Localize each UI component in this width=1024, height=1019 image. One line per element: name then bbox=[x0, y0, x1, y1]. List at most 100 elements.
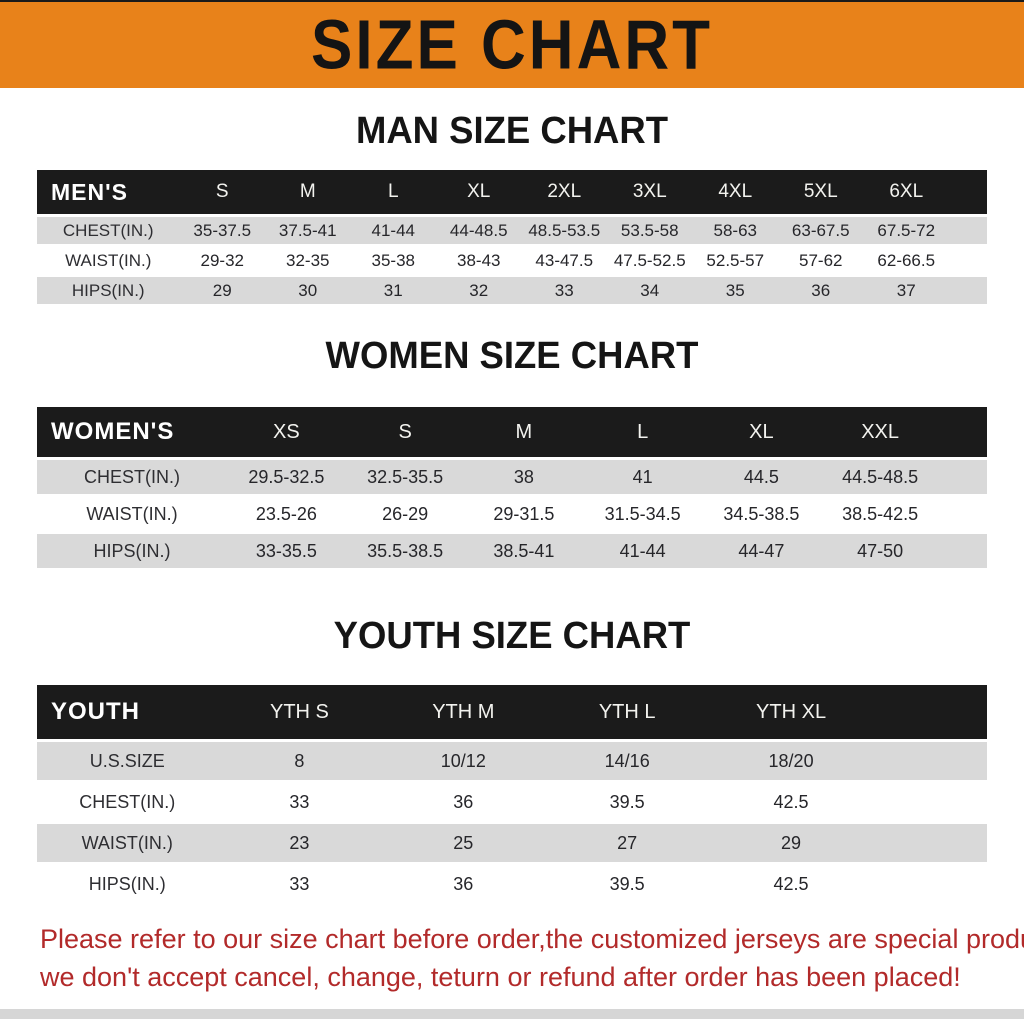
measurement-value: 41-44 bbox=[350, 217, 436, 244]
measurement-value: 57-62 bbox=[778, 247, 864, 274]
man-section-heading: MAN SIZE CHART bbox=[355, 110, 669, 152]
measurement-value: 29-31.5 bbox=[464, 497, 584, 531]
measurement-value: 23 bbox=[217, 824, 382, 862]
size-column-header: 3XL bbox=[607, 170, 693, 214]
row-spacer bbox=[873, 865, 987, 903]
measurement-value: 38-43 bbox=[436, 247, 522, 274]
measurement-value: 52.5-57 bbox=[692, 247, 778, 274]
measurement-value: 8 bbox=[217, 742, 382, 780]
size-column-header: YTH S bbox=[217, 685, 382, 739]
measurement-value: 35-37.5 bbox=[179, 217, 265, 244]
row-spacer bbox=[939, 497, 987, 531]
size-column-header: 2XL bbox=[521, 170, 607, 214]
measurement-row: U.S.SIZE 8 10/12 14/16 18/20 bbox=[37, 742, 987, 780]
row-label: HIPS(IN.) bbox=[37, 865, 218, 903]
row-spacer bbox=[939, 460, 987, 494]
measurement-value: 33-35.5 bbox=[227, 534, 346, 568]
measurement-value: 31.5-34.5 bbox=[583, 497, 702, 531]
size-table-header-row: MEN'S S M L XL 2XL 3XL 4XL 5XL 6XL bbox=[37, 170, 987, 214]
measurement-value: 37 bbox=[863, 277, 949, 304]
measurement-value: 53.5-58 bbox=[607, 217, 693, 244]
row-label: CHEST(IN.) bbox=[37, 783, 218, 821]
row-spacer bbox=[939, 534, 987, 568]
size-column-header: 6XL bbox=[863, 170, 949, 214]
size-column-header: XS bbox=[227, 407, 346, 457]
measurement-row: CHEST(IN.) 33 36 39.5 42.5 bbox=[37, 783, 987, 821]
size-column-header: YTH L bbox=[545, 685, 710, 739]
row-spacer bbox=[873, 783, 987, 821]
measurement-value: 35-38 bbox=[350, 247, 436, 274]
measurement-value: 39.5 bbox=[545, 865, 710, 903]
measurement-value: 36 bbox=[778, 277, 864, 304]
measurement-row: HIPS(IN.) 29 30 31 32 33 34 35 36 37 bbox=[37, 277, 987, 304]
measurement-row: HIPS(IN.) 33 36 39.5 42.5 bbox=[37, 865, 987, 903]
measurement-value: 35 bbox=[692, 277, 778, 304]
measurement-value: 36 bbox=[381, 783, 546, 821]
size-column-header: M bbox=[464, 407, 584, 457]
page-title: SIZE CHART bbox=[311, 6, 713, 84]
measurement-value: 25 bbox=[381, 824, 546, 862]
size-table-header-row: YOUTH YTH S YTH M YTH L YTH XL bbox=[37, 685, 987, 739]
measurement-row: CHEST(IN.) 29.5-32.5 32.5-35.5 38 41 44.5 44.5… bbox=[37, 460, 987, 494]
measurement-value: 29-32 bbox=[179, 247, 265, 274]
table-header-label: WOMEN'S bbox=[37, 407, 227, 457]
measurement-value: 62-66.5 bbox=[863, 247, 949, 274]
measurement-value: 23.5-26 bbox=[227, 497, 346, 531]
size-column-header: YTH M bbox=[381, 685, 546, 739]
size-column-header: S bbox=[179, 170, 265, 214]
disclaimer-line-2: we don't accept cancel, change, teturn o… bbox=[40, 962, 961, 993]
measurement-row: WAIST(IN.) 23.5-26 26-29 29-31.5 31.5-34.5 34… bbox=[37, 497, 987, 531]
measurement-value: 32-35 bbox=[265, 247, 351, 274]
measurement-value: 38.5-42.5 bbox=[820, 497, 940, 531]
measurement-value: 44-48.5 bbox=[436, 217, 522, 244]
measurement-value: 47-50 bbox=[820, 534, 940, 568]
row-label: WAIST(IN.) bbox=[37, 497, 227, 531]
measurement-value: 63-67.5 bbox=[778, 217, 864, 244]
size-column-header: L bbox=[583, 407, 702, 457]
measurement-value: 29.5-32.5 bbox=[227, 460, 346, 494]
bottom-strip bbox=[0, 1009, 1024, 1019]
header-spacer bbox=[939, 407, 987, 457]
measurement-value: 32.5-35.5 bbox=[345, 460, 465, 494]
measurement-value: 58-63 bbox=[692, 217, 778, 244]
banner: SIZE CHART bbox=[0, 0, 1024, 88]
row-label: WAIST(IN.) bbox=[37, 824, 218, 862]
measurement-row: HIPS(IN.) 33-35.5 35.5-38.5 38.5-41 41-44 44-… bbox=[37, 534, 987, 568]
youth-size-table: YOUTH YTH S YTH M YTH L YTH XL U.S.SIZE 8 10/12… bbox=[37, 682, 987, 906]
measurement-value: 33 bbox=[217, 783, 382, 821]
womens-size-table: WOMEN'S XS S M L XL XXL CHEST(IN.) 29.5-32.5 32.5… bbox=[37, 404, 987, 571]
measurement-value: 41-44 bbox=[583, 534, 702, 568]
measurement-row: WAIST(IN.) 29-32 32-35 35-38 38-43 43-47.5 47.… bbox=[37, 247, 987, 274]
women-section-heading: WOMEN SIZE CHART bbox=[325, 335, 699, 377]
size-column-header: XL bbox=[436, 170, 522, 214]
disclaimer-text: Please refer to our size chart before or… bbox=[40, 920, 1024, 997]
measurement-value: 67.5-72 bbox=[863, 217, 949, 244]
size-column-header: YTH XL bbox=[709, 685, 873, 739]
measurement-value: 43-47.5 bbox=[521, 247, 607, 274]
measurement-value: 26-29 bbox=[345, 497, 465, 531]
measurement-value: 38.5-41 bbox=[464, 534, 584, 568]
measurement-value: 29 bbox=[709, 824, 873, 862]
table-header-label: MEN'S bbox=[37, 170, 180, 214]
measurement-value: 32 bbox=[436, 277, 522, 304]
size-column-header: S bbox=[345, 407, 465, 457]
disclaimer-line-1: Please refer to our size chart before or… bbox=[40, 924, 1024, 954]
measurement-value: 34.5-38.5 bbox=[702, 497, 821, 531]
row-label: HIPS(IN.) bbox=[37, 277, 180, 304]
measurement-row: CHEST(IN.) 35-37.5 37.5-41 41-44 44-48.5 48.5… bbox=[37, 217, 987, 244]
row-label: HIPS(IN.) bbox=[37, 534, 227, 568]
row-label: WAIST(IN.) bbox=[37, 247, 180, 274]
size-column-header: M bbox=[265, 170, 351, 214]
mens-size-table: MEN'S S M L XL 2XL 3XL 4XL 5XL 6XL CHEST(IN.) 35-37… bbox=[37, 167, 987, 307]
row-spacer bbox=[949, 217, 987, 244]
row-spacer bbox=[873, 824, 987, 862]
row-label: CHEST(IN.) bbox=[37, 460, 227, 494]
row-spacer bbox=[873, 742, 987, 780]
size-column-header: 5XL bbox=[778, 170, 864, 214]
measurement-value: 37.5-41 bbox=[265, 217, 351, 244]
measurement-value: 36 bbox=[381, 865, 546, 903]
size-column-header: XXL bbox=[820, 407, 940, 457]
measurement-value: 29 bbox=[179, 277, 265, 304]
measurement-value: 14/16 bbox=[545, 742, 710, 780]
